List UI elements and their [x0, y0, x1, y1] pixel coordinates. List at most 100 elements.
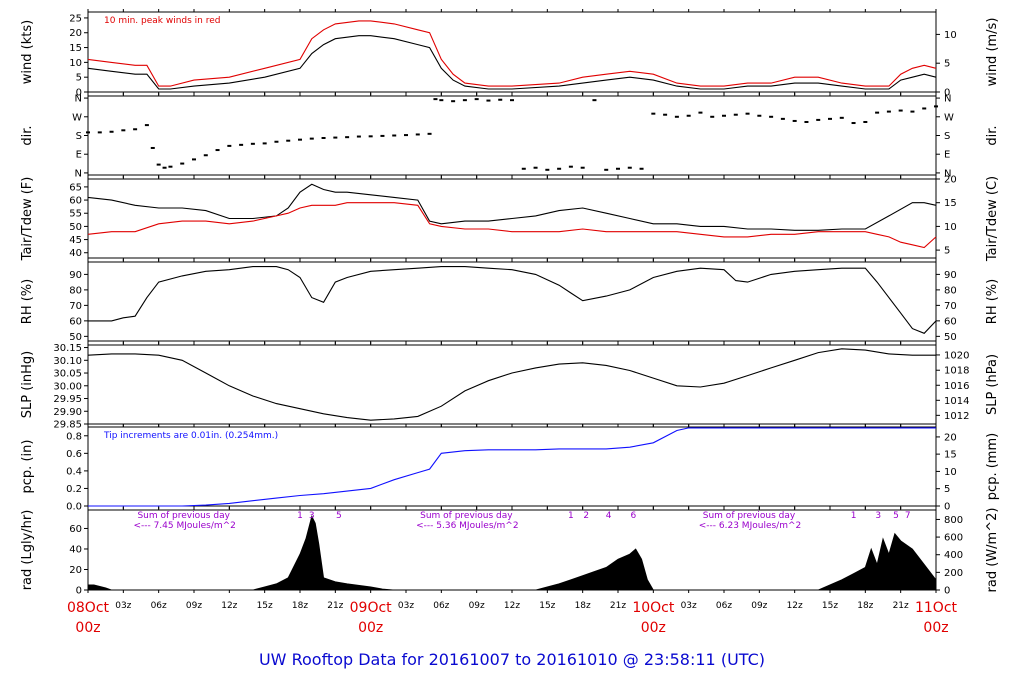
- data-point-dir: [839, 116, 844, 119]
- day-label-z: 00z: [358, 620, 383, 636]
- y-tick-label-right: 0: [944, 88, 950, 99]
- day-label: 11Oct: [915, 600, 958, 616]
- y-tick-label: 0.0: [66, 502, 82, 513]
- y-tick-label-right: 5: [944, 59, 950, 70]
- hour-label: 21z: [327, 601, 343, 611]
- y-tick-label: 10: [69, 58, 82, 69]
- data-point-dir: [663, 113, 668, 116]
- y-tick-label: 80: [69, 285, 82, 296]
- y-tick-label: 0: [76, 586, 82, 597]
- y-tick-label-right: E: [944, 150, 950, 161]
- data-point-dir: [639, 167, 644, 170]
- y-tick-label-right: S: [944, 131, 950, 142]
- hour-label: 21z: [610, 601, 626, 611]
- hour-label: 09z: [186, 601, 202, 611]
- data-point-dir: [686, 114, 691, 117]
- data-point-dir: [333, 136, 338, 139]
- hour-label: 09z: [469, 601, 485, 611]
- rad-sum-label: Sum of previous day: [137, 511, 230, 521]
- data-point-dir: [168, 165, 173, 168]
- data-point-dir: [557, 167, 562, 170]
- data-point-dir: [380, 134, 385, 137]
- hour-label: 12z: [504, 601, 520, 611]
- y-tick-label-right: W: [944, 112, 954, 123]
- data-point-dir: [616, 167, 620, 170]
- data-point-dir: [439, 99, 444, 102]
- data-point-dir: [851, 122, 856, 125]
- y-tick-label-right: 800: [944, 515, 963, 526]
- data-point-dir: [97, 131, 102, 134]
- rad-sum-value: <--- 5.36 MJoules/m^2: [416, 521, 518, 531]
- y-tick-label: 0: [76, 88, 82, 99]
- data-point-dir: [474, 98, 479, 101]
- data-point-dir: [604, 168, 609, 171]
- data-point-dir: [368, 135, 373, 138]
- data-point-dir: [109, 130, 114, 133]
- series-Tair: [87, 183, 937, 231]
- y-tick-label: 0.8: [66, 431, 82, 442]
- y-tick-label-right: 60: [944, 316, 957, 327]
- data-point-dir: [580, 166, 585, 169]
- y-axis-label-right: dir.: [985, 125, 1000, 145]
- data-point-dir: [804, 120, 809, 123]
- data-point-dir: [898, 109, 903, 112]
- data-point-dir: [674, 115, 679, 118]
- y-tick-label: 15: [69, 43, 82, 54]
- y-tick-label-right: 5: [944, 246, 950, 257]
- rad-hour-marker: 7: [905, 511, 911, 521]
- data-point-dir: [262, 142, 267, 145]
- data-point-dir: [627, 166, 632, 169]
- series-RH: [88, 266, 937, 334]
- day-label: 08Oct: [67, 600, 110, 616]
- y-tick-label: S: [76, 131, 82, 142]
- data-point-dir: [227, 144, 232, 147]
- data-point-dir: [733, 113, 738, 116]
- y-tick-label-right: 1014: [944, 396, 969, 407]
- data-point-dir: [545, 168, 550, 171]
- y-tick-label-right: 0: [944, 502, 950, 513]
- data-point-dir: [769, 115, 774, 118]
- data-point-dir: [710, 115, 715, 118]
- rad-sum-label: Sum of previous day: [703, 511, 796, 521]
- rad-hour-marker: 1: [568, 511, 574, 521]
- hour-label: 12z: [221, 601, 237, 611]
- hour-label: 06z: [716, 601, 732, 611]
- y-tick-label: W: [72, 112, 82, 123]
- hour-label: 03z: [398, 601, 414, 611]
- y-tick-label: 30.00: [53, 381, 82, 392]
- y-tick-label: 65: [69, 182, 82, 193]
- rad-hour-marker: 1: [297, 511, 303, 521]
- data-point-dir: [392, 134, 397, 137]
- data-point-dir: [162, 166, 167, 169]
- data-point-dir: [345, 136, 350, 139]
- hour-label: 18z: [575, 601, 591, 611]
- y-tick-label-right: 200: [944, 568, 963, 579]
- data-point-dir: [404, 134, 408, 137]
- y-tick-label: 90: [69, 270, 82, 281]
- y-axis-label: SLP (inHg): [20, 351, 35, 419]
- y-tick-label: 29.85: [53, 420, 82, 431]
- hour-label: 09z: [751, 601, 767, 611]
- y-axis-label-right: pcp. (mm): [985, 433, 1000, 500]
- data-point-dir: [144, 124, 149, 127]
- y-tick-label: 40: [69, 544, 82, 555]
- data-point-dir: [875, 111, 880, 114]
- y-tick-label-right: 5: [944, 484, 950, 495]
- y-tick-label: 5: [76, 73, 82, 84]
- hour-label: 21z: [893, 601, 909, 611]
- data-point-dir: [86, 131, 90, 134]
- day-label-z: 00z: [641, 620, 666, 636]
- y-axis-label: dir.: [20, 125, 35, 145]
- y-tick-label-right: N: [944, 94, 951, 105]
- data-point-dir: [780, 117, 785, 120]
- data-point-dir: [510, 99, 514, 102]
- hour-label: 03z: [681, 601, 697, 611]
- hour-label: 06z: [151, 601, 167, 611]
- data-point-dir: [568, 165, 573, 168]
- day-label: 10Oct: [632, 600, 675, 616]
- hour-label: 15z: [257, 601, 273, 611]
- data-point-dir: [192, 158, 196, 161]
- data-point-dir: [828, 117, 832, 120]
- y-tick-label: 30.05: [53, 369, 82, 380]
- series-Tdew: [87, 202, 937, 249]
